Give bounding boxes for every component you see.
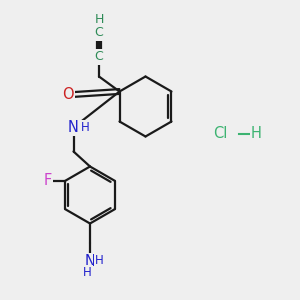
Text: C: C (94, 26, 103, 40)
Text: H: H (95, 254, 104, 267)
Text: H: H (83, 266, 92, 280)
Text: H: H (251, 126, 262, 141)
Text: H: H (80, 121, 89, 134)
Text: N: N (68, 120, 79, 135)
Text: C: C (94, 50, 103, 64)
Text: H: H (94, 13, 104, 26)
Text: F: F (43, 173, 51, 188)
Text: N: N (85, 254, 95, 269)
Text: Cl: Cl (213, 126, 228, 141)
Text: O: O (62, 87, 74, 102)
